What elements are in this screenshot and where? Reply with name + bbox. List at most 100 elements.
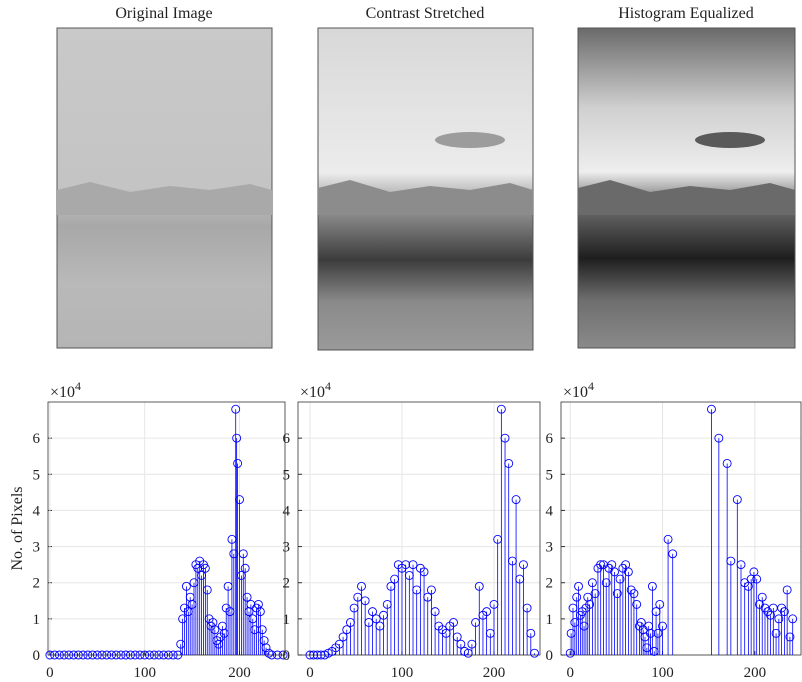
stem-marker (210, 625, 220, 635)
stem-marker (522, 603, 532, 613)
stem-marker (200, 563, 210, 573)
stem-marker (615, 574, 625, 584)
y-tick-label: 0 (546, 648, 554, 664)
stem-marker (757, 592, 767, 602)
stem-marker (102, 650, 112, 660)
x-tick-label: 0 (46, 665, 54, 681)
stem-marker (264, 648, 274, 658)
stem-marker (596, 560, 606, 570)
stem-marker (722, 458, 732, 468)
stem-marker (360, 596, 370, 606)
y-tick-label: 3 (546, 540, 554, 556)
mountains (318, 180, 533, 215)
axes-box (47, 401, 286, 656)
stem-marker (173, 650, 183, 660)
cloud (695, 132, 765, 148)
stem-marker (663, 534, 673, 544)
stem-marker (232, 433, 242, 443)
x-tick-label: 200 (483, 665, 506, 681)
stem-marker (500, 433, 510, 443)
stem-marker (111, 650, 121, 660)
y-tick-label: 6 (33, 431, 41, 447)
y-axis-label: No. of Pixels (9, 487, 26, 571)
stem-marker (629, 589, 639, 599)
stem-marker (612, 589, 622, 599)
y-tick-label: 4 (283, 503, 291, 519)
y-tick-label: 2 (546, 576, 554, 592)
mountains (578, 180, 795, 215)
stem-marker (587, 578, 597, 588)
image-panel (317, 27, 534, 351)
stem-marker (257, 625, 267, 635)
stem-marker (202, 585, 212, 595)
stem-marker (309, 650, 319, 660)
stem-marker (261, 643, 271, 653)
stem-marker (590, 589, 600, 599)
multiplier-base: ×10 (300, 384, 325, 401)
y-tick-label: 1 (33, 612, 41, 628)
multiplier-exponent: 4 (75, 379, 81, 393)
multiplier-exponent: 4 (588, 379, 594, 393)
stem-marker (371, 614, 381, 624)
stem-marker (135, 650, 145, 660)
y-tick-label: 6 (546, 431, 554, 447)
stem-marker (771, 628, 781, 638)
stem-marker (430, 607, 440, 617)
stem-marker (116, 650, 126, 660)
stem-marker (59, 650, 69, 660)
stem-marker (305, 650, 315, 660)
stem-marker (482, 607, 492, 617)
stem-marker (623, 567, 633, 577)
y-tick-label: 0 (283, 648, 291, 664)
stem-marker (235, 495, 244, 505)
stem-marker (456, 639, 466, 649)
stem-marker (565, 648, 575, 658)
stem-marker (572, 592, 582, 602)
image-panel (56, 27, 273, 349)
axes-box (297, 401, 541, 656)
stem-marker (69, 650, 79, 660)
stem-marker (83, 650, 93, 660)
axes-box (560, 401, 802, 656)
y-tick-label: 1 (546, 612, 554, 628)
stem-marker (50, 650, 60, 660)
stem-marker (530, 648, 539, 658)
stem-marker (97, 650, 107, 660)
stem-marker (163, 650, 173, 660)
axis-multiplier: ×104 (563, 379, 594, 401)
stem-marker (655, 599, 665, 609)
x-tick-label: 100 (391, 665, 414, 681)
stem-marker (779, 607, 789, 617)
stem-marker (518, 560, 528, 570)
stem-marker (278, 650, 288, 660)
image-title: Histogram Equalized (618, 5, 754, 22)
stem-marker (92, 650, 102, 660)
stem-marker (419, 567, 429, 577)
y-tick-label: 0 (33, 648, 41, 664)
stem-marker (752, 574, 762, 584)
image-panel (577, 27, 796, 349)
stem-marker (64, 650, 74, 660)
stem-marker (632, 599, 642, 609)
stem-marker (168, 650, 178, 660)
stem-marker (238, 549, 248, 559)
stem-marker (408, 560, 418, 570)
stem-marker (788, 614, 798, 624)
stem-marker (233, 458, 243, 468)
stem-marker (149, 650, 159, 660)
stem-marker (130, 650, 140, 660)
multiplier-base: ×10 (563, 384, 588, 401)
stem-marker (474, 581, 484, 591)
stem-marker (78, 650, 88, 660)
stem-marker (511, 495, 521, 505)
stem-marker (73, 650, 83, 660)
y-tick-label: 2 (33, 576, 41, 592)
mountains (57, 182, 272, 215)
stem-marker (401, 560, 411, 570)
stem-marker (707, 404, 716, 414)
stem-marker (658, 621, 667, 631)
stem-marker (368, 607, 377, 617)
stem-marker (646, 628, 655, 638)
stem-marker (610, 567, 619, 577)
y-tick-label: 5 (546, 467, 554, 483)
